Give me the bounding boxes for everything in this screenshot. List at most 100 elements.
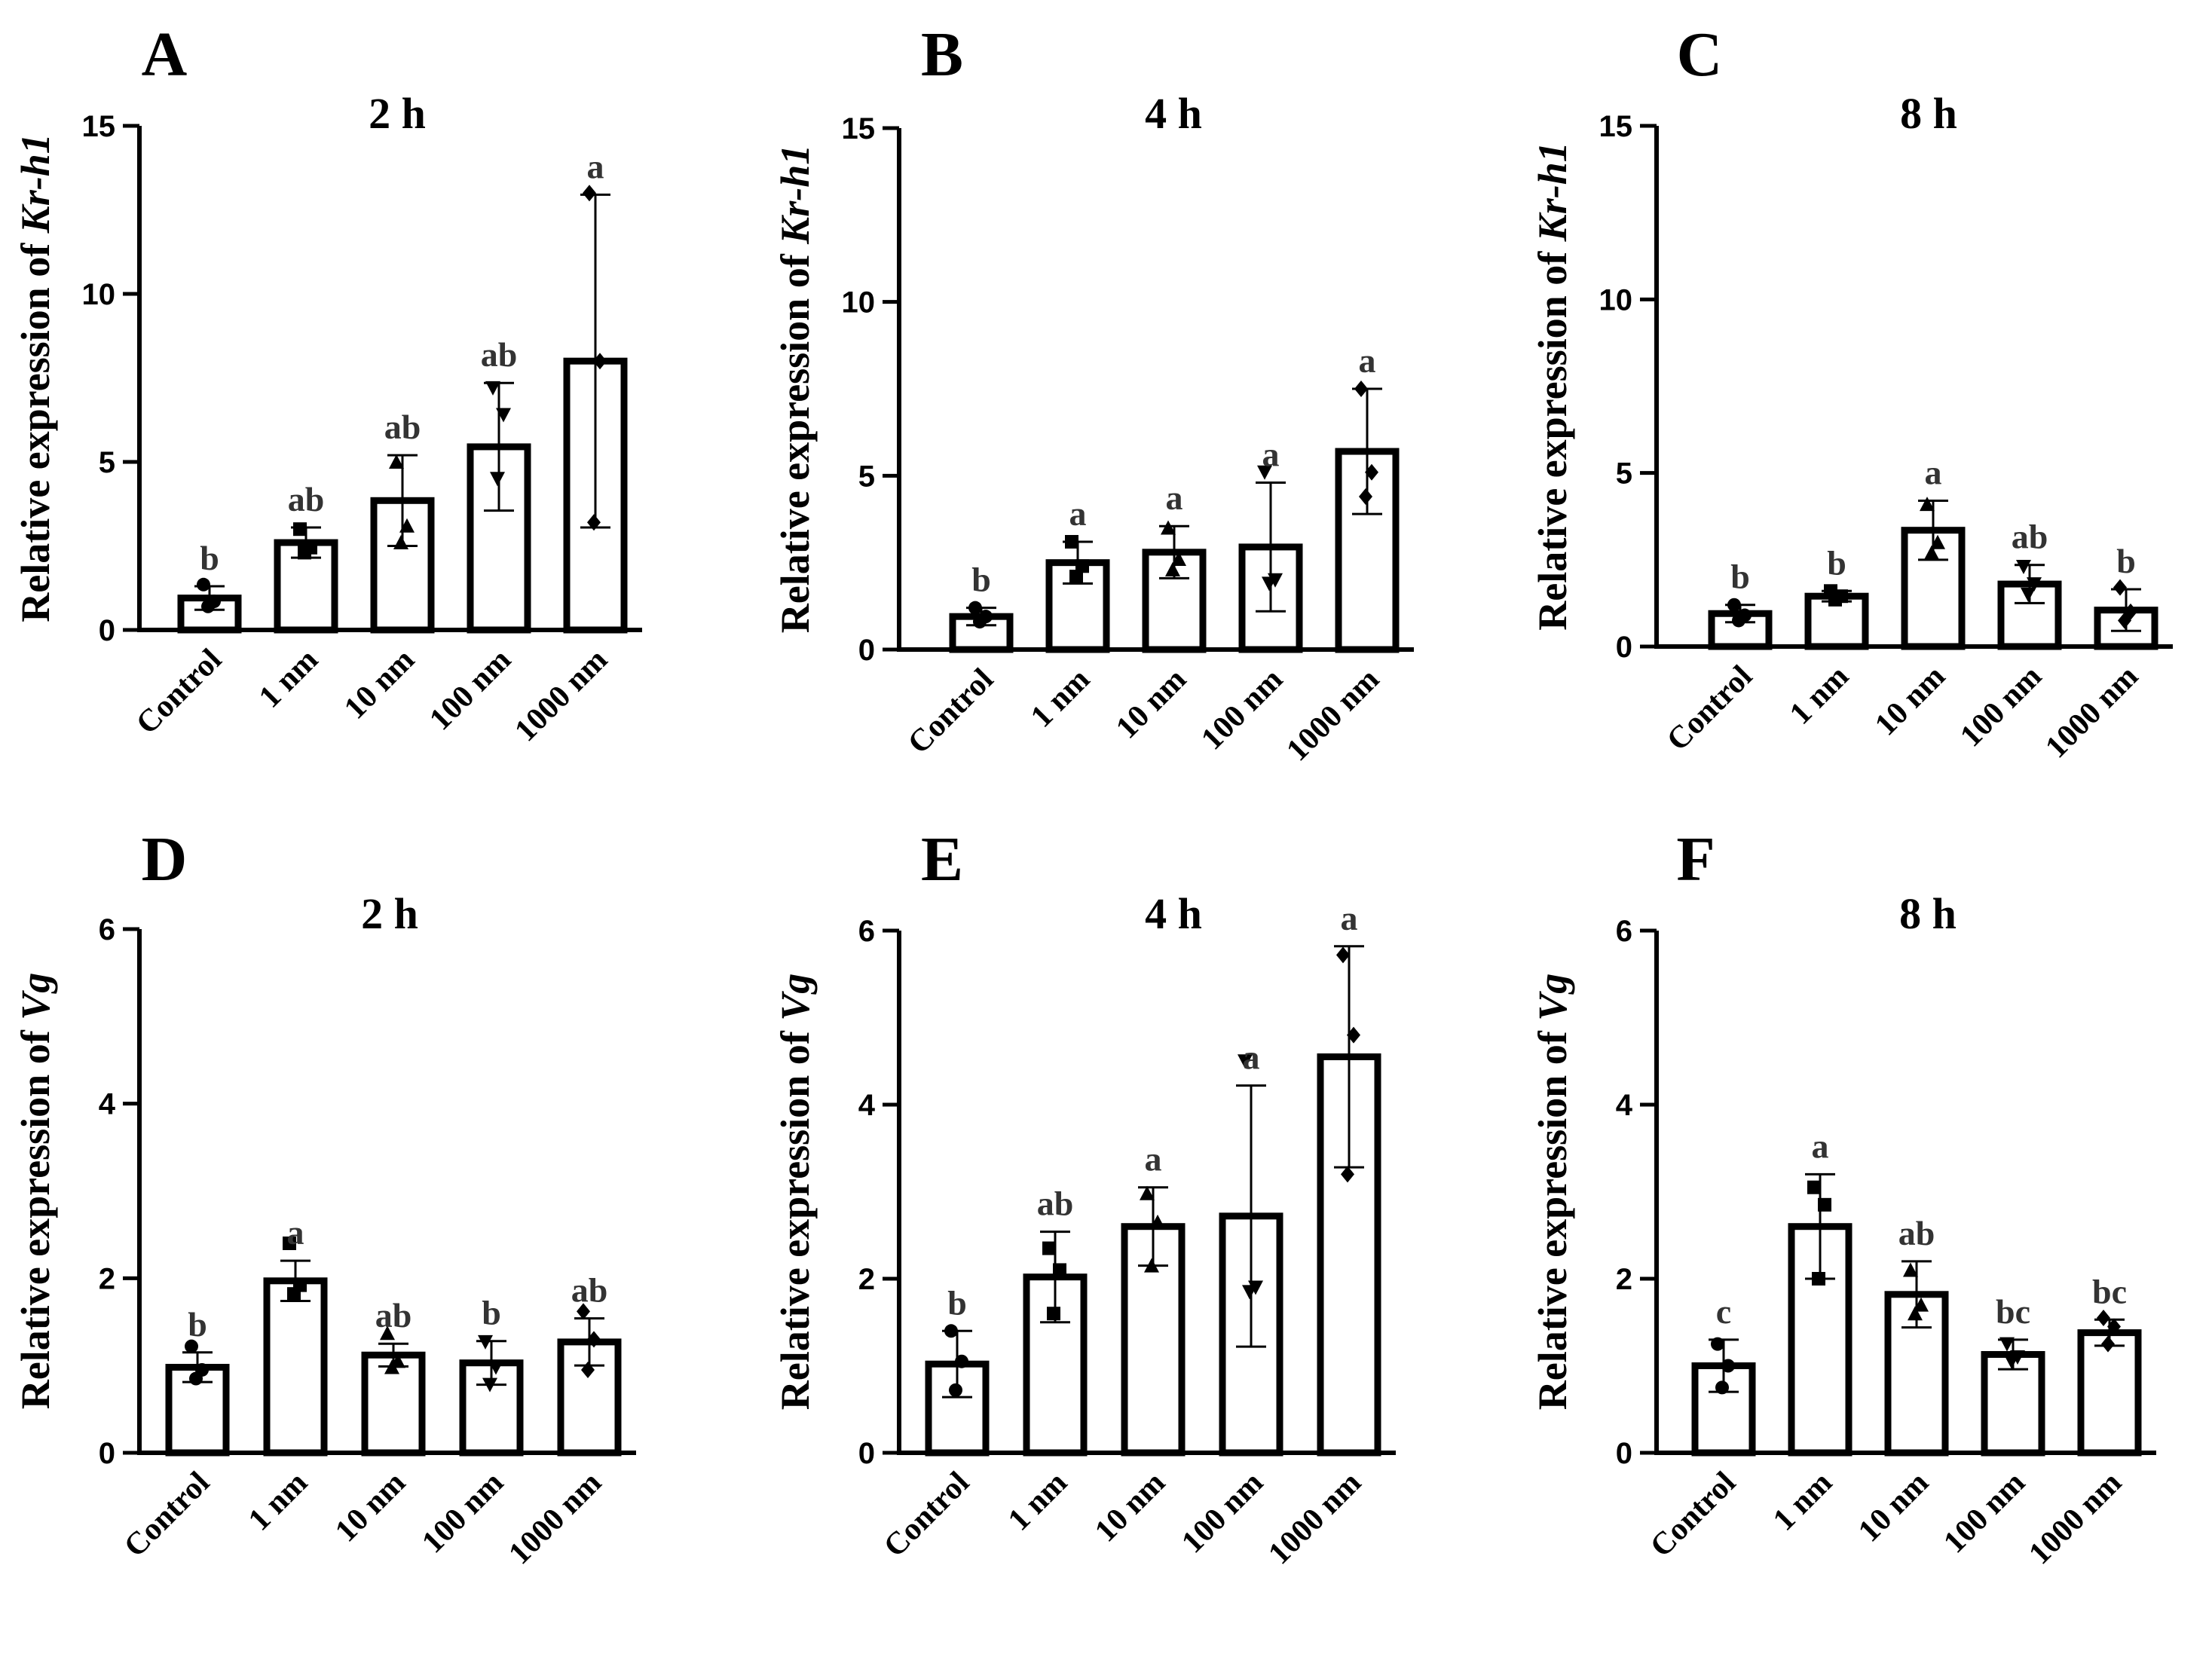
significance-label: a: [1243, 1038, 1260, 1077]
bar: [2077, 1329, 2142, 1457]
significance-label: a: [1812, 1127, 1829, 1165]
significance-label: ab: [571, 1271, 608, 1310]
x-tick-label: 10 nm: [1109, 662, 1193, 746]
significance-label: ab: [288, 480, 325, 518]
y-tick-label: 0: [99, 614, 115, 647]
significance-label: a: [1262, 436, 1280, 474]
data-point: [2101, 1335, 2115, 1353]
chart-panel-a: A 2 h Relative expression of Kr-h1 b Control…: [13, 20, 642, 748]
data-point: [283, 1237, 296, 1250]
data-point: [496, 408, 511, 423]
chart-title: 2 h: [361, 889, 418, 938]
data-point: [1359, 488, 1372, 506]
x-tick-label: 1 nm: [1002, 1466, 1074, 1538]
data-point: [1069, 570, 1083, 584]
data-point: [293, 522, 307, 537]
x-tick-label: 1 nm: [242, 1466, 314, 1538]
x-tick-label: Control: [1644, 1466, 1742, 1564]
x-tick-label: 10 nm: [1868, 659, 1952, 743]
data-point: [1165, 561, 1180, 576]
y-axis-label: Relative expression of Kr-h1: [773, 145, 818, 633]
data-point: [1727, 598, 1741, 612]
y-tick-label: 5: [99, 446, 115, 479]
significance-label: b: [188, 1305, 207, 1344]
bar: [263, 1277, 328, 1457]
x-tick-label: 100 nm: [1953, 659, 2048, 754]
data-point: [593, 353, 607, 370]
y-tick-label: 2: [858, 1263, 875, 1296]
data-point: [2113, 579, 2127, 596]
data-point: [2097, 1309, 2110, 1326]
significance-label: a: [287, 1213, 304, 1252]
panel-letter: B: [921, 20, 963, 90]
x-tick-label: Control: [130, 643, 228, 741]
significance-label: b: [200, 539, 219, 577]
data-point: [587, 514, 601, 531]
panel-letter: C: [1677, 20, 1723, 90]
y-tick-label: 0: [858, 634, 875, 667]
data-point: [583, 185, 596, 202]
data-point: [1171, 552, 1186, 567]
y-tick-label: 2: [99, 1262, 115, 1295]
y-tick-label: 4: [858, 1089, 876, 1122]
significance-label: ab: [384, 408, 421, 446]
data-point: [185, 1339, 198, 1353]
data-point: [2107, 1318, 2121, 1335]
data-point: [1347, 1026, 1360, 1044]
data-point: [1257, 465, 1272, 480]
data-point: [1150, 1214, 1165, 1229]
significance-label: ab: [375, 1296, 412, 1334]
x-tick-label: 100 nm: [423, 643, 518, 738]
chart-panel-b: B 4 h Relative expression of Kr-h1 b Control…: [773, 20, 1414, 768]
data-point: [1828, 592, 1842, 607]
chart-title: 4 h: [1145, 889, 1202, 938]
x-tick-label: 10 nm: [1088, 1466, 1172, 1549]
panel-letter: D: [142, 824, 188, 894]
y-tick-label: 6: [1616, 915, 1632, 948]
data-point: [955, 1354, 968, 1368]
data-point: [393, 535, 408, 550]
data-point: [197, 577, 210, 592]
x-tick-label: 10 nm: [1852, 1466, 1935, 1549]
data-point: [1721, 1359, 1735, 1373]
x-tick-label: 100 nm: [1175, 1466, 1270, 1561]
data-point: [587, 1331, 601, 1348]
data-point: [1336, 946, 1350, 964]
data-point: [1238, 1054, 1253, 1069]
data-point: [968, 601, 982, 615]
data-point: [488, 1360, 503, 1375]
data-point: [2021, 587, 2036, 602]
data-point: [1075, 559, 1089, 573]
data-point: [1732, 613, 1745, 628]
data-point: [1908, 1306, 1923, 1321]
chart-title: 4 h: [1145, 89, 1202, 138]
significance-label: a: [1925, 454, 1942, 492]
y-tick-label: 0: [1616, 1437, 1632, 1470]
chart-panel-f: F 8 h Relative expression of Vg c Control a 1 …: [1530, 824, 2156, 1571]
panel-letter: F: [1676, 824, 1715, 894]
significance-label: b: [1730, 558, 1750, 596]
significance-label: a: [1069, 494, 1087, 533]
y-axis-label: Relative expression of Kr-h1: [1530, 142, 1575, 630]
data-point: [380, 1325, 395, 1341]
data-point: [485, 381, 500, 396]
significance-label: ab: [2012, 518, 2048, 556]
x-tick-label: 1000 nm: [2022, 1466, 2128, 1572]
y-tick-label: 0: [1616, 631, 1632, 664]
significance-label: b: [947, 1283, 967, 1322]
data-point: [478, 1334, 493, 1350]
y-tick-label: 2: [1616, 1263, 1632, 1296]
data-point: [1053, 1263, 1066, 1277]
data-point: [577, 1303, 590, 1320]
significance-label: ab: [1898, 1214, 1935, 1252]
data-point: [1930, 534, 1945, 549]
y-axis-label: Relative expression of Vg: [773, 974, 818, 1410]
y-tick-label: 10: [842, 286, 876, 319]
data-point: [1365, 463, 1378, 481]
chart-title: 8 h: [1899, 889, 1957, 938]
data-point: [482, 1377, 497, 1393]
x-tick-label: 10 nm: [338, 643, 421, 726]
y-tick-label: 5: [1616, 457, 1632, 491]
data-point: [399, 518, 415, 533]
